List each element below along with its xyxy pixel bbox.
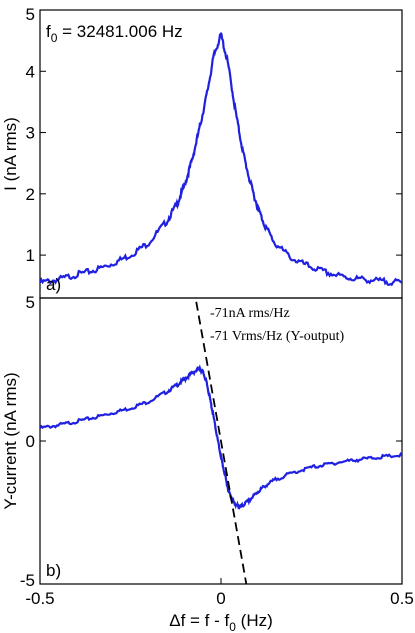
panel-b: -5 0 5 -0.5 0 0.5 -71nA rms/Hz -71 Vrms/Hz (… [1, 293, 414, 633]
x-tick-label: 0.5 [390, 589, 414, 608]
panel-b-annotation-y-output: -71 Vrms/Hz (Y-output) [210, 329, 345, 344]
x-tick-label: 0 [216, 589, 225, 608]
y-tick-label: 1 [26, 246, 35, 265]
panel-b-label: b) [46, 561, 61, 580]
panel-b-annotation-slope: -71nA rms/Hz [210, 306, 290, 321]
y-tick-label: -5 [20, 571, 35, 590]
y-tick-label: 5 [26, 5, 35, 24]
panel-a: 1 2 3 4 5 f0 = 32481.006 Hz a) I (nA rms) [1, 5, 403, 299]
y-tick-label: 4 [26, 62, 35, 81]
panel-a-current-line [40, 31, 402, 287]
y-tick-label: 5 [26, 293, 35, 312]
y-tick-label: 3 [26, 124, 35, 143]
x-axis-label: Δf = f - f0 (Hz) [169, 611, 273, 633]
panel-b-y-current-line [40, 364, 402, 510]
x-tick-label: -0.5 [25, 589, 54, 608]
panel-a-y-ticks: 1 2 3 4 5 [26, 5, 402, 265]
y-tick-label: 2 [26, 185, 35, 204]
panel-b-y-axis-label: Y-current (nA rms) [1, 372, 20, 509]
panel-a-label: a) [46, 275, 61, 294]
panel-b-slope-dashed-line [194, 298, 248, 584]
panel-a-frame [39, 9, 403, 299]
panel-a-annotation: f0 = 32481.006 Hz [46, 22, 183, 45]
panel-a-y-axis-label: I (nA rms) [1, 117, 20, 191]
panel-b-x-ticks: -0.5 0 0.5 [25, 578, 414, 608]
y-tick-label: 0 [26, 432, 35, 451]
panel-b-y-ticks: -5 0 5 [20, 293, 402, 590]
